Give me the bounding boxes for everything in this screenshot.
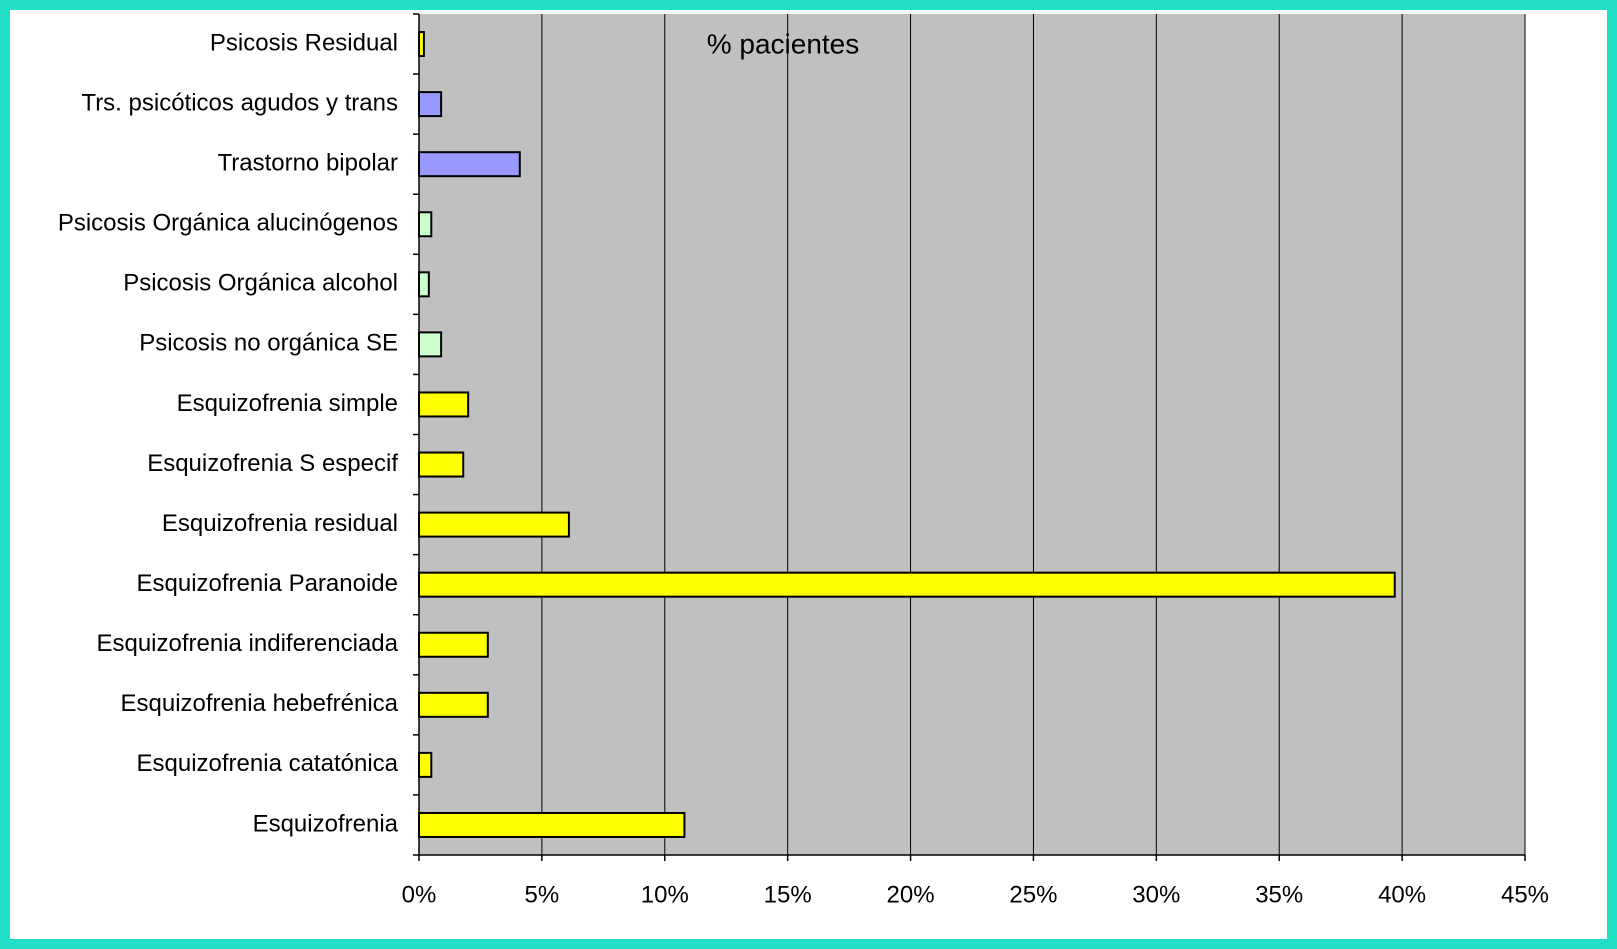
x-tick-label: 5% [525, 881, 560, 908]
bar [418, 271, 430, 298]
y-tick-label: Trastorno bipolar [217, 150, 398, 177]
y-tick-label: Esquizofrenia Paranoide [136, 570, 398, 597]
plot-area [419, 14, 1525, 855]
x-tick-label: 40% [1378, 881, 1426, 908]
bar [418, 331, 443, 358]
x-tick-label: 45% [1501, 881, 1549, 908]
bar [418, 391, 470, 418]
x-tick-label: 15% [764, 881, 812, 908]
y-tick-label: Psicosis Residual [210, 29, 398, 56]
y-tick-label: Psicosis Orgánica alucinógenos [58, 210, 398, 237]
y-tick-label: Psicosis no orgánica SE [139, 330, 398, 357]
x-tick-label: 35% [1255, 881, 1303, 908]
bar [418, 691, 489, 718]
x-tick-label: 10% [641, 881, 689, 908]
bar [418, 751, 433, 778]
y-tick-label: Esquizofrenia indiferenciada [96, 630, 398, 657]
y-tick-label: Esquizofrenia catatónica [137, 750, 399, 777]
x-tick-label: 20% [887, 881, 935, 908]
y-tick-label: Esquizofrenia residual [162, 510, 398, 537]
bar [418, 571, 1396, 598]
bar [418, 151, 521, 178]
chart-title: % pacientes [707, 28, 860, 59]
x-tick-label: 25% [1009, 881, 1057, 908]
bar [418, 631, 489, 658]
y-tick-label: Esquizofrenia hebefrénica [120, 690, 398, 717]
y-tick-label: Trs. psicóticos agudos y trans [81, 89, 398, 116]
bar [418, 511, 570, 538]
y-tick-label: Esquizofrenia simple [177, 390, 398, 417]
x-tick-label: 30% [1132, 881, 1180, 908]
bar [418, 811, 686, 838]
x-tick-label: 0% [402, 881, 437, 908]
bar [418, 451, 465, 478]
y-tick-label: Psicosis Orgánica alcohol [123, 270, 398, 297]
y-tick-label: Esquizofrenia [253, 810, 399, 837]
bar [418, 91, 443, 118]
y-tick-label: Esquizofrenia S especif [147, 450, 398, 477]
bar [418, 211, 433, 238]
